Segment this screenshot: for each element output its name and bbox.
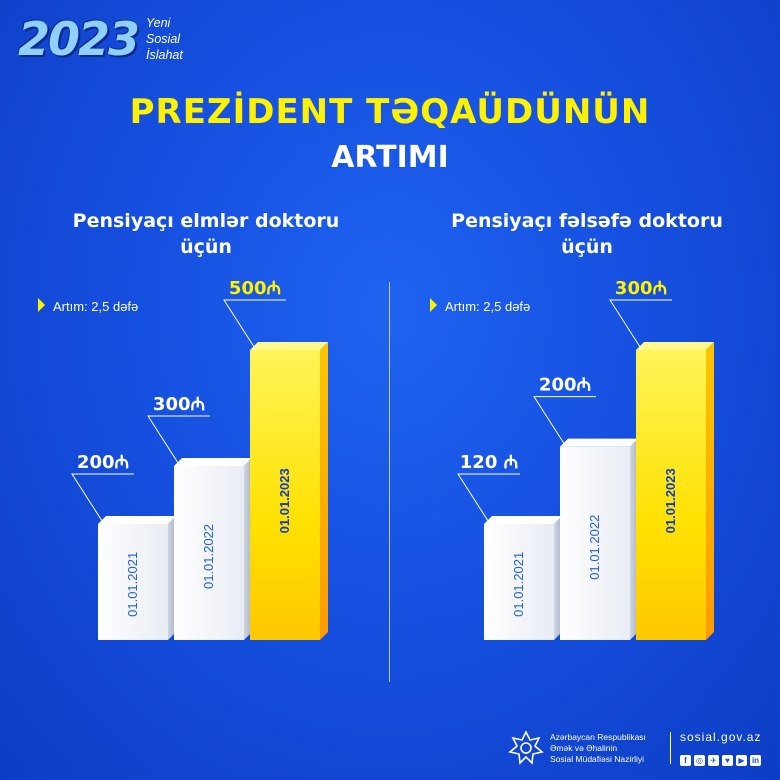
bar-front-face xyxy=(560,446,630,640)
facebook-icon[interactable]: f xyxy=(680,755,691,766)
brand-year: 2023 xyxy=(18,12,140,66)
bar-value-label: 300₼ xyxy=(153,394,205,415)
bar-date-label: 01.01.2023 xyxy=(277,468,292,533)
website-link[interactable]: sosial.gov.az xyxy=(680,730,762,744)
bar-date-label: 01.01.2021 xyxy=(511,552,526,617)
growth-note-left: Artım: 2,5 dəfə xyxy=(38,298,138,314)
ministry-line-3: Sosial Müdafiəsi Nazirliyi xyxy=(550,754,645,764)
linkedin-icon[interactable]: in xyxy=(750,755,761,766)
ministry-emblem-icon xyxy=(508,730,544,765)
bar-right-2: 01.01.2022 200₼ xyxy=(533,375,638,640)
growth-note-right: Artım: 2,5 dəfə xyxy=(430,298,530,314)
brand-tagline-2: Sosial xyxy=(146,32,181,46)
bar-date-label: 01.01.2023 xyxy=(663,468,678,533)
chart-title-right: Pensiyaçı fəlsəfə doktoru üçün xyxy=(451,210,723,258)
bar-side-face xyxy=(706,342,714,640)
bar-top-face xyxy=(174,458,252,466)
bar-top-face xyxy=(98,516,176,524)
twitter-icon[interactable]: ♥ xyxy=(722,755,733,766)
bar-value-label: 200₼ xyxy=(77,452,129,473)
bar-front-face xyxy=(174,466,244,640)
bar-value-label: 300₼ xyxy=(615,278,667,299)
value-callout-line xyxy=(533,396,596,447)
value-callout-line xyxy=(609,299,672,351)
bar-top-face xyxy=(636,342,714,350)
triangle-bullet-icon xyxy=(430,298,437,312)
page-title-second-line: ARTIMI xyxy=(331,140,449,175)
page-title: PREZİDENT TƏQAÜDÜNÜN xyxy=(129,92,651,132)
bar-right-3: 01.01.2023 300₼ xyxy=(609,278,714,640)
value-callout-line xyxy=(457,473,520,525)
instagram-icon[interactable]: ◎ xyxy=(694,755,705,766)
bar-top-face xyxy=(250,342,328,350)
ministry-line-1: Azərbaycan Respublikası xyxy=(550,732,646,742)
social-links: f ◎ ✈ ♥ ▶ in xyxy=(680,750,764,768)
chart-title-left: Pensiyaçı elmlər doktoru üçün xyxy=(72,210,340,258)
bar-front-face xyxy=(98,524,168,640)
triangle-bullet-icon xyxy=(38,298,45,312)
bar-top-face xyxy=(484,516,562,524)
bar-value-label: 500₼ xyxy=(229,278,281,299)
bar-date-label: 01.01.2021 xyxy=(125,552,140,617)
bar-date-label: 01.01.2022 xyxy=(587,515,602,580)
bar-front-face xyxy=(250,350,320,640)
bar-side-face xyxy=(320,342,328,640)
bar-front-face xyxy=(636,350,706,640)
ministry-name: Azərbaycan Respublikası Əmək və Əhalinin… xyxy=(550,732,646,765)
telegram-icon[interactable]: ✈ xyxy=(708,755,719,766)
brand-logo: 2023 Yeni Sosial İslahat xyxy=(18,12,218,72)
footer-divider xyxy=(670,732,671,764)
footer: Azərbaycan Respublikası Əmək və Əhalinin… xyxy=(508,728,770,768)
bar-left-1: 01.01.2021 200₼ xyxy=(71,452,176,640)
bar-front-face xyxy=(484,524,554,640)
ministry-line-2: Əmək və Əhalinin xyxy=(550,743,618,753)
value-callout-line xyxy=(147,415,210,467)
value-callout-line xyxy=(71,473,134,525)
bar-left-2: 01.01.2022 300₼ xyxy=(147,394,252,640)
bar-left-3: 01.01.2023 500₼ xyxy=(223,278,328,640)
brand-tagline-3: İslahat xyxy=(146,48,183,62)
brand-tagline-1: Yeni xyxy=(146,16,171,30)
center-divider xyxy=(389,282,390,682)
youtube-icon[interactable]: ▶ xyxy=(736,755,747,766)
value-callout-line xyxy=(223,299,286,351)
bar-date-label: 01.01.2022 xyxy=(201,524,216,589)
growth-note-left-text: Artım: 2,5 dəfə xyxy=(53,299,139,314)
bar-value-label: 120 ₼ xyxy=(460,452,518,473)
bar-right-1: 01.01.2021 120 ₼ xyxy=(457,452,562,640)
bar-top-face xyxy=(560,438,638,447)
growth-note-right-text: Artım: 2,5 dəfə xyxy=(445,299,531,314)
bar-value-label: 200₼ xyxy=(539,375,591,396)
